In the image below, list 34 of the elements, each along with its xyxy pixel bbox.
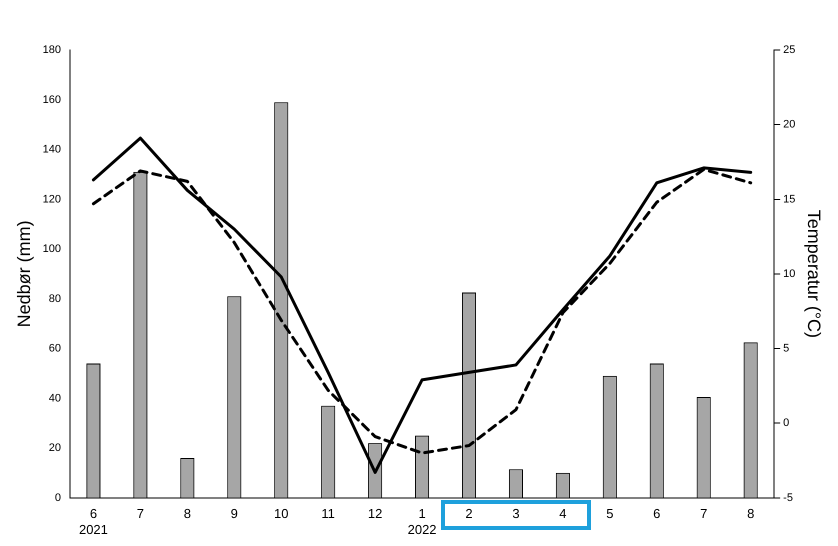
x-tick-label: 8 — [184, 506, 191, 522]
x-tick-label: 12 — [368, 506, 382, 522]
y-tick-label: 0 — [54, 492, 61, 504]
y2-axis-title: Temperatur (°C) — [804, 210, 824, 338]
x-tick-label: 8 — [747, 506, 754, 522]
x-tick-label: 10 — [274, 506, 288, 522]
y-tick-label: 60 — [48, 342, 61, 355]
x-tick-label: 1 2022 — [408, 506, 437, 537]
x-tick-label: 6 2021 — [78, 506, 108, 537]
y2-tick-label: 5 — [783, 342, 790, 355]
x-tick-label: 7 — [700, 506, 708, 522]
y2-tick-label: 25 — [783, 44, 796, 56]
y2-tick-label: 20 — [783, 118, 796, 131]
y-axis-title: Nedbør (mm) — [14, 220, 34, 328]
y-tick-label: 80 — [48, 292, 61, 305]
y-tick-label: 180 — [42, 44, 61, 56]
y-tick-label: 40 — [48, 392, 61, 404]
x-tick-label: 2 — [465, 506, 473, 522]
x-tick-label: 6 — [653, 506, 660, 522]
x-tick-label: 9 — [230, 506, 238, 522]
x-tick-label: 3 — [512, 506, 520, 522]
y-tick-label: 20 — [48, 442, 61, 454]
y2-tick-label: -5 — [783, 492, 793, 504]
y-tick-label: 120 — [42, 193, 61, 206]
x-tick-label: 11 — [321, 506, 335, 522]
y-tick-label: 100 — [42, 243, 61, 256]
x-tick-label: 4 — [559, 506, 567, 522]
x-tick-label: 5 — [606, 506, 614, 522]
y-tick-label: 140 — [42, 144, 61, 156]
y2-tick-label: 15 — [783, 193, 796, 206]
y-tick-label: 160 — [42, 94, 61, 106]
x-tick-label: 7 — [136, 506, 144, 522]
y2-tick-label: 10 — [783, 268, 796, 280]
y2-tick-label: 0 — [783, 417, 790, 430]
